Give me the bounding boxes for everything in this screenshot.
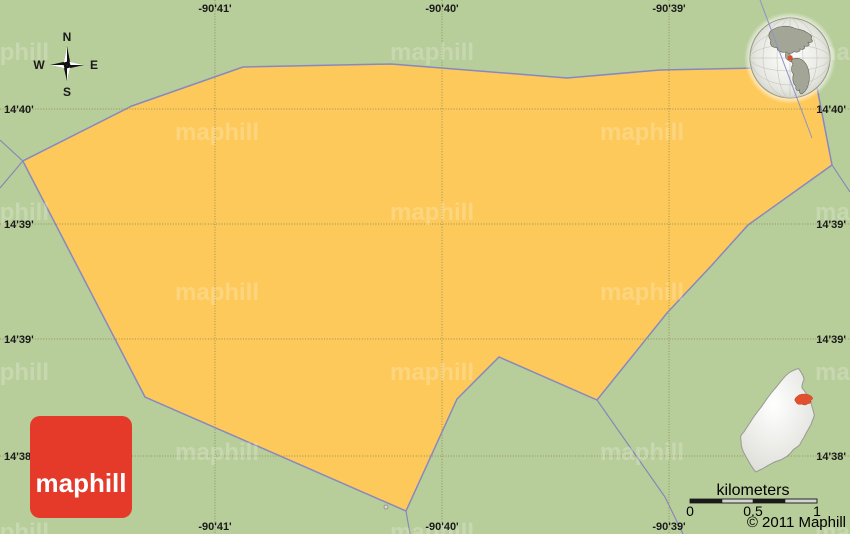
svg-text:0: 0 [686,503,694,519]
svg-text:-90'39': -90'39' [652,521,686,533]
svg-text:kilometers: kilometers [717,482,790,499]
svg-text:14'39': 14'39' [816,334,846,346]
svg-text:14'39': 14'39' [4,334,34,346]
svg-text:W: W [33,58,45,72]
svg-text:N: N [63,30,72,44]
svg-text:14'40': 14'40' [4,104,34,116]
svg-text:14'38': 14'38' [816,451,846,463]
svg-text:14'38': 14'38' [4,451,34,463]
svg-text:-90'40': -90'40' [425,521,459,533]
svg-text:maphill: maphill [35,468,126,498]
svg-text:-90'39': -90'39' [652,3,686,15]
svg-text:14'39': 14'39' [4,219,34,231]
svg-text:14'39': 14'39' [816,219,846,231]
svg-text:S: S [63,85,71,99]
svg-text:-90'40': -90'40' [425,3,459,15]
svg-text:-90'41': -90'41' [198,3,232,15]
svg-text:14'40': 14'40' [816,104,846,116]
svg-text:E: E [90,58,98,72]
svg-text:-90'41': -90'41' [198,521,232,533]
svg-text:© 2011 Maphill: © 2011 Maphill [747,514,846,531]
